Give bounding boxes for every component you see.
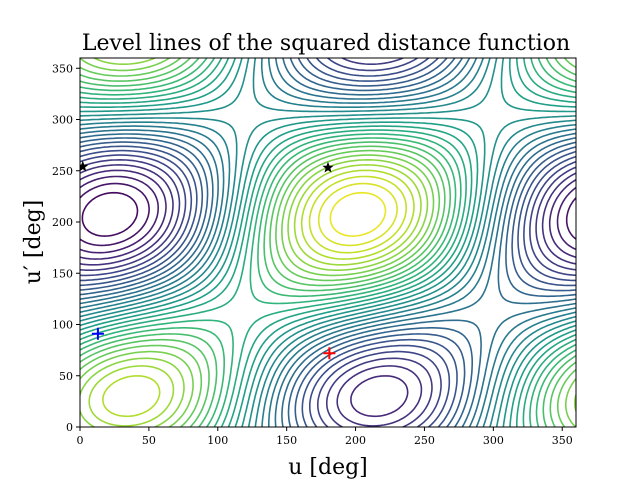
y-tick-label: 350 [52,62,73,75]
plus-marker [323,347,336,360]
x-tick-label: 350 [552,434,573,447]
markers [80,160,336,360]
y-tick-label: 100 [52,319,73,332]
x-tick-label: 0 [77,434,84,447]
contour-level [80,58,576,427]
contour-level [88,164,422,427]
contour-level [80,58,576,427]
contour-level [80,58,576,427]
star-marker [80,160,89,172]
contour-level [80,58,576,427]
y-axis-label: u′ [deg] [21,200,46,285]
y-axis: 0 50 100 150 200 250 300 350 [52,62,80,434]
plus-marker [91,327,104,340]
contour-level [80,58,576,427]
contour-level [80,58,576,427]
plot-frame [79,57,577,428]
y-tick-label: 50 [59,370,73,383]
contour-level [80,58,576,427]
contour-level [80,58,576,427]
contour-level [102,169,415,418]
contour-level [80,58,576,427]
contour-level [81,191,139,237]
contour-level [80,58,576,427]
contour-level [80,58,576,427]
contour-level [80,164,576,427]
contour-level [80,182,576,247]
x-axis: 0 50 100 150 200 250 300 350 [77,427,573,447]
x-tick-label: 150 [276,434,297,447]
x-tick-label: 250 [414,434,435,447]
star-marker [322,161,334,173]
contour-level [80,175,576,254]
y-tick-label: 0 [66,421,73,434]
chart-title: Level lines of the squared distance func… [82,31,570,56]
y-tick-label: 150 [52,267,73,280]
contour-lines [80,58,576,427]
contour-level [80,169,576,418]
y-tick-label: 300 [52,114,73,127]
contour-level [80,58,576,427]
contour-level [308,175,407,254]
contour-level [80,58,576,427]
x-tick-label: 300 [483,434,504,447]
contour-level [329,191,387,237]
contour-level [80,58,576,427]
x-tick-label: 100 [207,434,228,447]
x-tick-label: 200 [345,434,366,447]
contour-level [80,58,576,427]
contour-level [80,58,576,427]
contour-level [80,58,576,427]
contour-level [80,58,576,427]
contour-level [80,58,576,427]
y-tick-label: 250 [52,165,73,178]
contour-level [80,58,576,427]
x-axis-label: u [deg] [288,455,368,480]
contour-level [317,182,398,247]
x-tick-label: 50 [142,434,156,447]
y-tick-label: 200 [52,216,73,229]
